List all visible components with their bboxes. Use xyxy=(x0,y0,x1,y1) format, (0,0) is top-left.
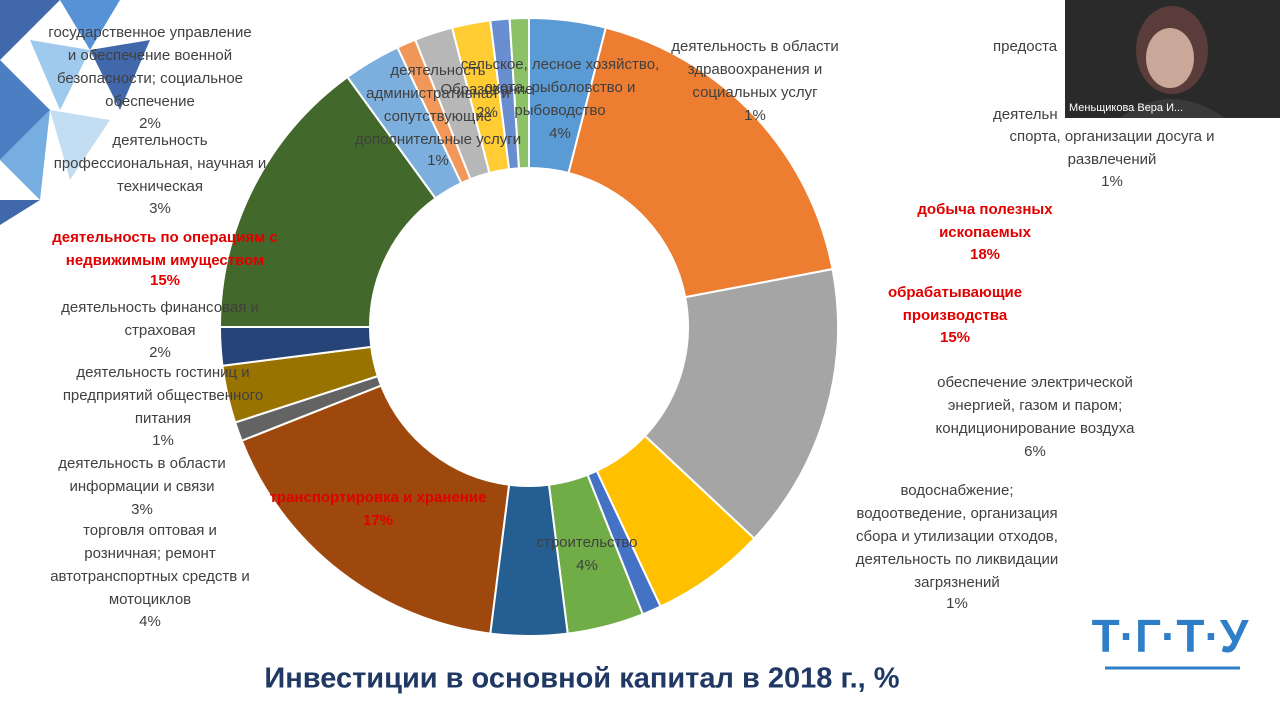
annotation: предоста xyxy=(993,38,1058,55)
slice-label: строительство xyxy=(536,534,637,551)
slice-label: обрабатывающие xyxy=(888,284,1022,301)
value-label: 4% xyxy=(576,557,598,574)
slice-label: деятельн xyxy=(993,106,1058,123)
webcam-face xyxy=(1146,28,1194,88)
webcam: Меньщикова Вера И... xyxy=(1065,0,1280,118)
slice-label: транспортировка и хранение xyxy=(270,489,487,506)
slice-label: питания xyxy=(135,410,191,427)
value-label: 4% xyxy=(139,613,161,630)
value-label: 1% xyxy=(744,107,766,124)
slice-label: деятельность гостиниц и xyxy=(76,364,249,381)
slice-label: добыча полезных xyxy=(917,201,1053,218)
slice-label: спорта, организации досуга и xyxy=(1009,128,1214,145)
slice-label: деятельность финансовая и xyxy=(61,299,259,316)
slice-label: торговля оптовая и xyxy=(83,522,217,539)
value-label: 2% xyxy=(476,104,498,121)
value-label: 6% xyxy=(1024,443,1046,460)
slice-label: водоснабжение; xyxy=(900,482,1013,499)
value-label: 15% xyxy=(150,272,180,289)
value-label: 3% xyxy=(131,501,153,518)
donut-slice xyxy=(643,267,839,540)
slice-label: техническая xyxy=(117,178,203,195)
value-label: 4% xyxy=(549,125,571,142)
slice-label: деятельность xyxy=(112,132,207,149)
slice-label: деятельность по операциям с xyxy=(52,229,277,246)
slice-label: развлечений xyxy=(1068,151,1157,168)
slice-label: административная и xyxy=(366,85,510,102)
value-label: 1% xyxy=(1101,173,1123,190)
slice-label: рыбоводство xyxy=(514,102,605,119)
slice-label: обеспечение xyxy=(105,93,195,110)
slice-label: производства xyxy=(903,307,1008,324)
slice-label: социальных услуг xyxy=(692,84,818,101)
slice-label: энергией, газом и паром; xyxy=(948,397,1123,414)
value-label: 1% xyxy=(427,152,449,169)
value-label: 3% xyxy=(149,200,171,217)
slice-label: деятельность в области xyxy=(671,38,839,55)
slice-label: кондиционирование воздуха xyxy=(936,420,1136,437)
value-label: 1% xyxy=(152,432,174,449)
webcam-body xyxy=(1120,99,1225,118)
slice-label: обеспечение электрической xyxy=(937,374,1133,391)
slice-label: предприятий общественного xyxy=(63,387,263,404)
slice-label: сельское, лесное хозяйство, xyxy=(461,56,659,73)
slice-label: государственное управление xyxy=(48,24,251,41)
slice-label: сопутствующие xyxy=(384,108,492,125)
slice-label: загрязнений xyxy=(914,574,1000,591)
value-label: 1% xyxy=(946,595,968,612)
donut-slice xyxy=(508,16,530,170)
value-label: 2% xyxy=(139,115,161,132)
value-label: 18% xyxy=(970,246,1000,263)
slice-label: охота, рыболовство и xyxy=(485,79,636,96)
slice-label: мотоциклов xyxy=(109,591,191,608)
slice-label: Образование xyxy=(441,81,534,98)
slice-label: ископаемых xyxy=(939,224,1031,241)
webcam-name: Меньщикова Вера И... xyxy=(1069,102,1183,114)
slice-label: деятельность в области xyxy=(58,455,226,472)
slice-label: недвижимым имуществом xyxy=(66,252,264,269)
slice-label: профессиональная, научная и xyxy=(54,155,267,172)
slice-label: деятельность xyxy=(390,62,485,79)
value-label: 15% xyxy=(940,329,970,346)
decoration xyxy=(0,0,150,225)
slice-label: автотранспортных средств и xyxy=(50,568,250,585)
donut-slice xyxy=(218,75,437,328)
donut-slice xyxy=(567,26,834,299)
slice-label: сбора и утилизации отходов, xyxy=(856,528,1058,545)
slice-label: безопасности; социальное xyxy=(57,70,243,87)
donut-slice xyxy=(240,384,511,635)
slice-label: и обеспечение военной xyxy=(68,47,232,64)
slice-label: информации и связи xyxy=(69,478,214,495)
chart-title: Инвестиции в основной капитал в 2018 г.,… xyxy=(264,663,899,695)
value-label: 2% xyxy=(149,344,171,361)
slice-label: розничная; ремонт xyxy=(84,545,216,562)
slice-label: водоотведение, организация xyxy=(856,505,1057,522)
slice-label: здравоохранения и xyxy=(688,61,822,78)
logo: Т·Г·Т·У xyxy=(1092,610,1250,662)
slice-label: деятельность по ликвидации xyxy=(856,551,1058,568)
slice-label: дополнительные услуги xyxy=(355,131,521,148)
value-label: 17% xyxy=(363,512,393,529)
slice-label: страховая xyxy=(125,322,196,339)
